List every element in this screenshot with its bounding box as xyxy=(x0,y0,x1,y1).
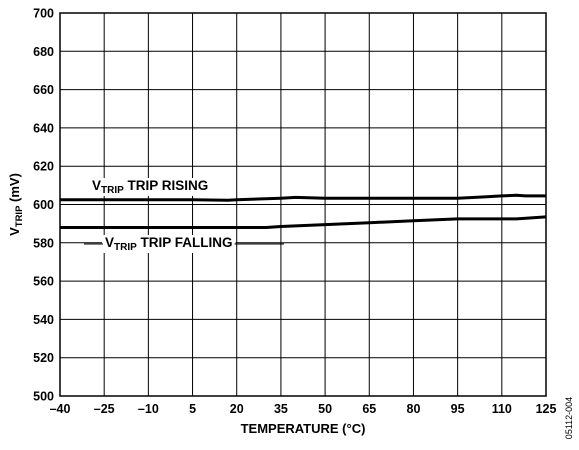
y-tick-label: 620 xyxy=(33,160,54,174)
y-tick-label: 540 xyxy=(33,313,54,327)
series-line-rising xyxy=(60,193,546,202)
y-axis-title: VTRIP (mV) xyxy=(7,173,25,236)
y-tick-label: 700 xyxy=(33,7,54,21)
series-label-falling: VTRIP TRIP FALLING xyxy=(105,235,233,253)
x-tick-label: 65 xyxy=(362,402,376,416)
x-tick-label: 5 xyxy=(189,402,196,416)
y-tick-label: 640 xyxy=(33,121,54,135)
series-label-background xyxy=(89,178,212,196)
x-tick-label: 80 xyxy=(407,402,421,416)
y-tick-label: 500 xyxy=(33,390,54,404)
series-label-rising-sub: TRIP xyxy=(101,185,124,196)
series-label-falling-main: V xyxy=(105,235,114,250)
x-tick-label: –25 xyxy=(94,402,115,416)
series-label-rising-main: V xyxy=(92,178,101,193)
y-tick-label: 560 xyxy=(33,275,54,289)
y-axis-title-sub: TRIP xyxy=(14,205,25,227)
figure-id: 05112-004 xyxy=(564,397,574,439)
series-label-falling-sub: TRIP xyxy=(114,242,137,253)
x-tick-labels: –40 –25 –10 5 20 35 50 65 80 95 110 125 xyxy=(50,402,557,416)
series-label-rising: VTRIP TRIP RISING xyxy=(92,178,208,196)
y-tick-label: 600 xyxy=(33,198,54,212)
series-label-falling-rest: TRIP FALLING xyxy=(137,235,233,250)
series-line-falling xyxy=(60,215,547,229)
y-tick-labels: 500 520 540 560 580 600 620 640 660 680 700 xyxy=(33,7,54,404)
grid xyxy=(59,12,547,397)
x-tick-label: 95 xyxy=(451,402,465,416)
x-tick-label: –40 xyxy=(50,402,71,416)
y-tick-label: 520 xyxy=(33,351,54,365)
y-tick-label: 580 xyxy=(33,236,54,250)
x-tick-label: 50 xyxy=(318,402,332,416)
series-lines xyxy=(60,193,547,229)
y-axis-title-main: V xyxy=(7,227,22,236)
plot-frame xyxy=(59,12,547,397)
y-tick-label: 680 xyxy=(33,45,54,59)
x-tick-label: 35 xyxy=(274,402,288,416)
series-label-rising-rest: TRIP RISING xyxy=(124,178,209,193)
series-label-background xyxy=(102,235,236,253)
y-tick-label: 660 xyxy=(33,83,54,97)
x-tick-label: 20 xyxy=(230,402,244,416)
x-tick-label: 125 xyxy=(536,402,557,416)
x-tick-label: –10 xyxy=(138,402,159,416)
y-axis-title-rest: (mV) xyxy=(7,173,22,206)
x-axis-title: TEMPERATURE (°C) xyxy=(241,421,366,436)
x-tick-label: 110 xyxy=(492,402,512,416)
